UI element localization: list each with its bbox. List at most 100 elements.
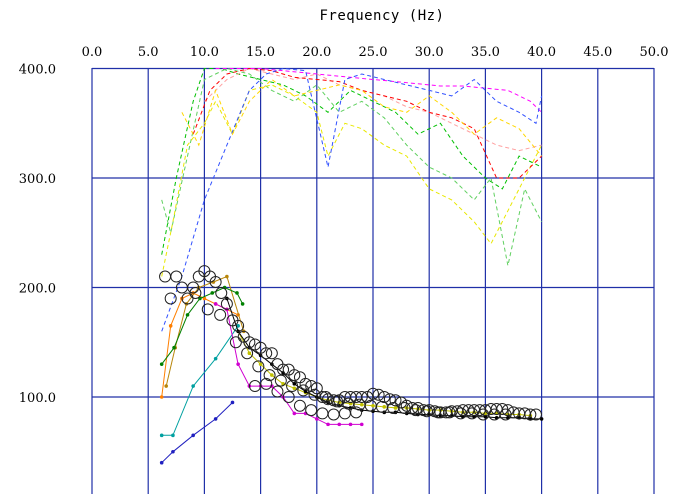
circle-markers [159, 265, 542, 421]
circle-marker [316, 407, 329, 420]
series-point [236, 362, 240, 366]
circle-marker [350, 406, 363, 419]
solid-series-line [161, 402, 233, 464]
circle-marker [263, 369, 276, 382]
series-point [213, 302, 218, 306]
circle-marker [310, 382, 323, 395]
y-tick-label: 400.0 [19, 63, 56, 78]
circle-marker [383, 393, 396, 406]
circle-marker [299, 377, 312, 390]
y-tick-label: 200.0 [19, 282, 56, 297]
circle-marker [423, 404, 436, 417]
circle-marker [411, 401, 424, 414]
x-axis-title: Frequency (Hz) [319, 8, 444, 24]
series-point [270, 373, 274, 377]
circle-marker [389, 394, 402, 407]
circle-marker [260, 377, 273, 390]
circle-marker [159, 270, 172, 283]
circle-marker [499, 408, 512, 421]
series-point [236, 324, 240, 328]
series-point [235, 291, 239, 295]
series-point [230, 400, 235, 405]
series-point [382, 405, 387, 409]
series-point [159, 362, 164, 366]
circle-marker [282, 391, 295, 403]
series-point [159, 460, 164, 465]
circle-marker [524, 408, 537, 421]
x-tick-label: 0.0 [82, 45, 103, 60]
dashed-series-line [215, 68, 542, 113]
series-point [292, 411, 297, 416]
circle-marker [209, 276, 222, 289]
circle-marker [229, 336, 242, 349]
series-point [159, 395, 164, 399]
dashed-series-line [181, 78, 542, 157]
series-point [185, 313, 190, 317]
circle-marker [372, 388, 385, 401]
circle-marker [274, 374, 287, 387]
series-point [303, 389, 308, 394]
series-point [359, 422, 364, 427]
series-point [292, 382, 297, 386]
circle-marker [305, 380, 318, 393]
circle-marker [252, 360, 265, 373]
circle-marker [248, 380, 261, 393]
series-point [171, 449, 175, 454]
x-tick-label: 5.0 [138, 45, 159, 60]
series-point [326, 422, 330, 427]
series-point [348, 422, 353, 427]
series-point [258, 362, 263, 366]
series-point [202, 296, 207, 301]
dashed-series-line [161, 68, 542, 255]
circle-marker [316, 391, 329, 403]
series-point [168, 324, 173, 328]
circle-marker [529, 408, 542, 421]
x-tick-label: 15.0 [246, 45, 275, 60]
series-point [213, 356, 218, 361]
dashed-series-line [161, 67, 543, 266]
circle-marker [333, 394, 346, 407]
series-point [213, 417, 218, 421]
solid-series-line [161, 325, 239, 436]
series-point [191, 384, 195, 388]
circle-marker [327, 408, 340, 421]
circle-marker [170, 270, 183, 283]
grid [91, 67, 655, 494]
x-tick-labels: 0.0 5.0 10.0 15.0 20.0 25.0 30.0 35.0 40.0 45.0 50… [82, 45, 669, 60]
y-tick-labels: 100.0 200.0 300.0 400.0 [19, 63, 56, 407]
x-tick-label: 30.0 [415, 45, 444, 60]
circle-marker [367, 387, 379, 400]
series-point [191, 433, 195, 438]
circle-marker [260, 347, 273, 360]
circle-marker [398, 401, 411, 414]
dashed-series-line [161, 67, 543, 332]
series-point [171, 433, 175, 438]
series-point [247, 351, 252, 356]
circle-marker [308, 388, 321, 401]
circle-marker [220, 297, 233, 310]
x-tick-label: 10.0 [190, 45, 219, 60]
x-tick-label: 20.0 [302, 45, 331, 60]
circle-marker [338, 407, 351, 420]
circle-marker [214, 308, 227, 321]
x-tick-label: 50.0 [640, 45, 669, 60]
circle-marker [293, 399, 306, 412]
circle-marker [201, 303, 214, 316]
dashed-series-line [161, 84, 543, 277]
circle-marker [175, 281, 188, 294]
x-tick-label: 25.0 [359, 45, 388, 60]
x-tick-label: 40.0 [527, 45, 556, 60]
circle-marker [215, 286, 228, 299]
circle-marker [361, 391, 374, 403]
dashed-series-group [161, 67, 543, 332]
circle-marker [378, 391, 391, 403]
circle-marker [271, 385, 284, 398]
solid-series-line [161, 286, 244, 365]
y-tick-label: 100.0 [19, 391, 56, 406]
series-point [359, 402, 364, 407]
circle-marker [241, 347, 254, 360]
y-tick-label: 300.0 [19, 172, 56, 187]
circle-marker [406, 401, 419, 414]
circle-marker [355, 391, 368, 403]
